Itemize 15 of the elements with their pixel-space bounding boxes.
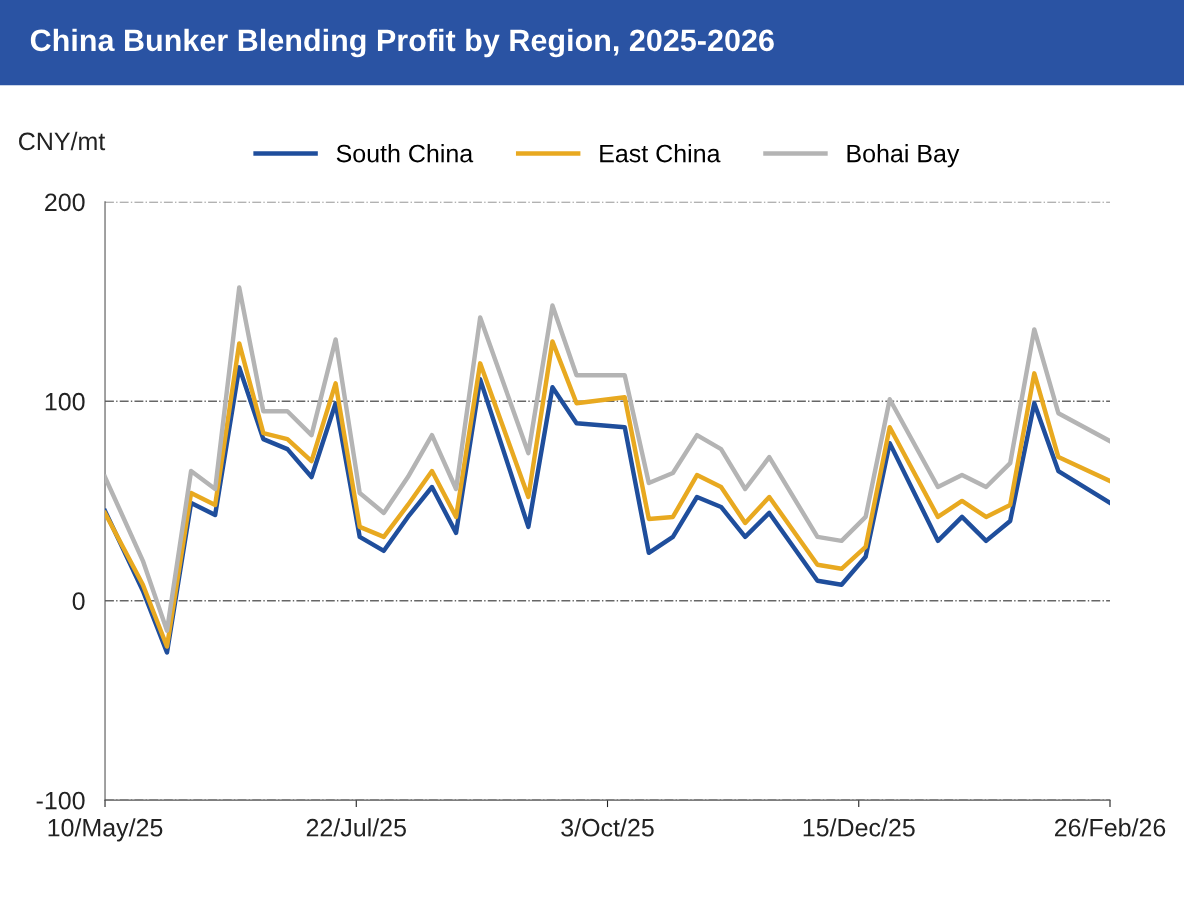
y-tick-label: 100 xyxy=(45,392,85,411)
y-axis-title: CNY/mt xyxy=(19,131,106,151)
y-tick-label: 0 xyxy=(72,592,85,610)
chart-title: China Bunker Blending Profit by Region, 2025-2026 xyxy=(30,28,774,58)
x-tick-label: 26/Feb/26 xyxy=(1054,818,1166,837)
x-tick-label: 3/Oct/25 xyxy=(561,818,654,837)
x-tick-label: 15/Dec/25 xyxy=(803,818,915,837)
x-tick-label: 10/May/25 xyxy=(48,818,163,842)
y-tick-label: -100 xyxy=(36,791,85,810)
y-tick-label: 200 xyxy=(45,193,85,212)
line-series xyxy=(105,285,1110,633)
x-tick-label: 22/Jul/25 xyxy=(306,818,406,837)
legend-label: Bohai Bay xyxy=(847,144,960,168)
legend-label: East China xyxy=(600,144,721,163)
legend-label: South China xyxy=(336,144,474,163)
